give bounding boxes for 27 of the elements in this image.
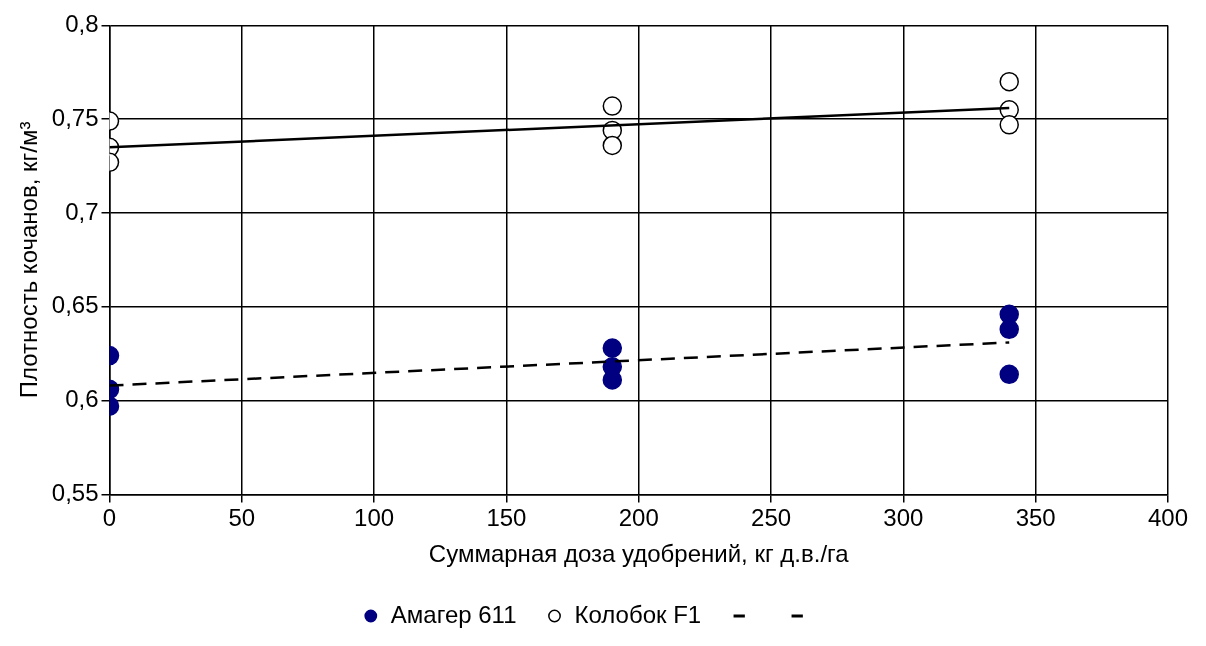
y-tick-label: 0,75 xyxy=(51,103,99,131)
point xyxy=(999,364,1019,385)
point xyxy=(999,115,1019,135)
point xyxy=(602,135,623,156)
point xyxy=(602,370,623,390)
x-tick-label: 0 xyxy=(102,504,117,532)
legend-label: Колобок F1 xyxy=(574,600,702,628)
x-tick-label: 350 xyxy=(1015,504,1056,532)
point xyxy=(999,319,1019,340)
x-tick-label: 100 xyxy=(354,504,395,532)
y-tick-label: 0,7 xyxy=(65,197,99,225)
x-tick-label: 300 xyxy=(883,504,924,532)
y-tick-label: 0,65 xyxy=(51,291,99,319)
y-tick-label: 0,6 xyxy=(65,385,99,413)
legend-label: Амагер 611 xyxy=(390,600,517,628)
point xyxy=(602,338,623,358)
point xyxy=(602,96,623,116)
point xyxy=(999,71,1019,92)
x-axis-title: Суммарная доза удобрений, кг д.в./га xyxy=(428,540,850,568)
x-tick-label: 50 xyxy=(228,504,256,532)
x-tick-label: 200 xyxy=(618,504,659,532)
y-tick-label: 0,8 xyxy=(65,10,99,38)
x-tick-label: 250 xyxy=(751,504,792,532)
y-axis-title: Плотность кочанов, кг/м³ xyxy=(15,121,43,399)
x-tick-label: 400 xyxy=(1147,504,1189,532)
x-tick-label: 150 xyxy=(486,504,527,532)
y-tick-label: 0,55 xyxy=(51,479,99,507)
